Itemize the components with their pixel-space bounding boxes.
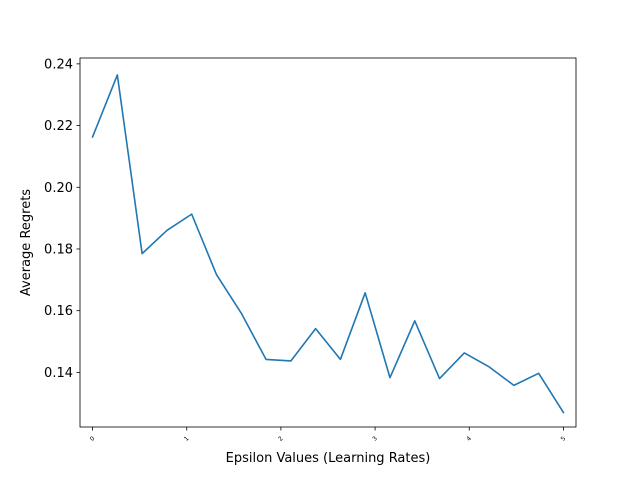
axes-frame	[79, 57, 577, 428]
series-layer	[91, 74, 565, 414]
series-line-0	[91, 74, 565, 414]
y-tick-label: 0.14	[44, 366, 73, 381]
x-tick-label: 3	[371, 435, 379, 443]
x-tick-label: 4	[465, 435, 473, 443]
y-tick-label: 0.22	[44, 119, 73, 134]
plot-area	[80, 58, 576, 427]
y-tick-label: 0.24	[44, 57, 73, 72]
y-tick-label: 0.20	[44, 181, 73, 196]
x-tick-label: 5	[560, 435, 568, 443]
x-axis: 0 1 2 3 4 5	[89, 427, 568, 443]
x-axis-title: Epsilon Values (Learning Rates)	[226, 451, 431, 466]
x-tick-label: 2	[277, 435, 285, 443]
x-tick-label: 1	[183, 435, 191, 443]
y-tick-label: 0.16	[44, 304, 73, 319]
y-axis-title: Average Regrets	[19, 189, 34, 296]
y-axis: 0.14 0.16 0.18 0.20 0.22 0.24	[44, 57, 80, 381]
y-tick-label: 0.18	[44, 242, 73, 257]
x-tick-label: 0	[89, 435, 97, 443]
